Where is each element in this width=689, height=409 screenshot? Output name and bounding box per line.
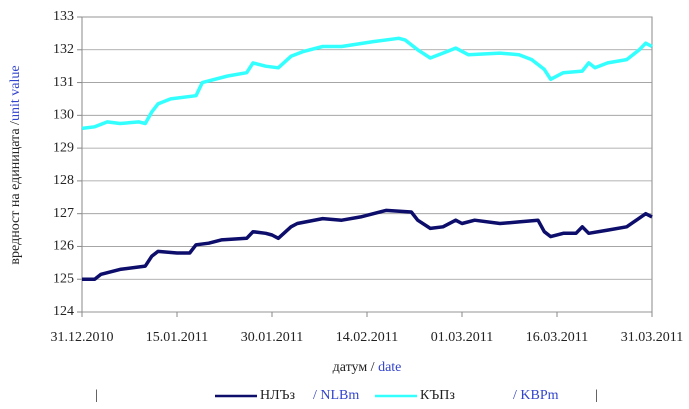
x-tick-label: 31.12.2010 (51, 330, 114, 345)
plot-frame (81, 16, 653, 313)
y-tick-label: 124 (53, 304, 74, 319)
y-tick-label: 127 (53, 206, 74, 221)
y-tick-label: 131 (53, 75, 74, 90)
y-tick-label: 132 (53, 42, 74, 57)
y-tick-label: 128 (53, 173, 74, 188)
y-tick-label: 130 (53, 108, 74, 123)
y-tick-label: 133 (53, 9, 74, 24)
x-tick-label: 01.03.2011 (431, 330, 493, 345)
x-label-text: датум / (333, 360, 375, 375)
x-tick-label: 16.03.2011 (526, 330, 588, 345)
x-tick-label: 15.01.2011 (146, 330, 208, 345)
x-axis-label: датум / date (333, 360, 402, 375)
legend-label: НЛЪз (260, 388, 295, 403)
y-label-en: unit value (8, 65, 23, 121)
x-tick-label: 30.01.2011 (241, 330, 303, 345)
legend-label-en: / KBPm (513, 388, 559, 403)
legend-label: КЪПз (420, 388, 455, 403)
legend-border: | (595, 388, 598, 403)
x-tick-label: 31.03.2011 (621, 330, 683, 345)
series-line (82, 208, 653, 281)
legend-label-en: / NLBm (313, 388, 359, 403)
x-label-en: date (378, 360, 401, 375)
y-axis-label: вредност на единицата /unit value (8, 65, 23, 264)
y-tick-label: 125 (53, 271, 74, 286)
y-label-text: вредност на единицата / (8, 121, 23, 265)
y-tick-label: 126 (53, 239, 74, 254)
x-tick-label: 14.02.2011 (336, 330, 398, 345)
legend-border: | (95, 388, 98, 403)
y-tick-label: 129 (53, 140, 74, 155)
series-line (81, 36, 653, 131)
